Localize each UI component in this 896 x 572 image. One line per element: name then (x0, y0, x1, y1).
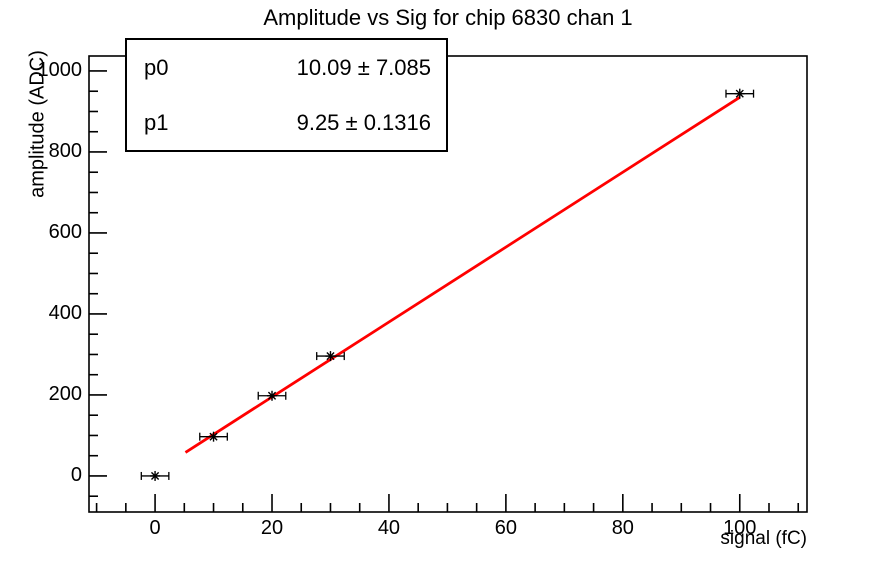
y-tick-label: 1000 (37, 58, 83, 81)
y-tick-label: 200 (48, 382, 82, 405)
x-tick-label: 60 (494, 517, 517, 539)
x-tick-label: 0 (149, 517, 161, 539)
y-tick-label: 600 (48, 220, 82, 243)
y-tick-label: 0 (70, 463, 82, 486)
stats-row-p1: p1 9.25 ± 0.1316 (127, 110, 446, 136)
stats-param-value-p1: 9.25 ± 0.1316 (296, 109, 431, 135)
stats-param-value-p0: 10.09 ± 7.085 (296, 54, 431, 80)
y-axis-title: amplitude (ADC) (26, 50, 49, 198)
stats-param-name-p1: p1 (144, 109, 169, 135)
stats-row-p0: p0 10.09 ± 7.085 (127, 55, 446, 81)
x-tick-label: 100 (723, 517, 757, 539)
chart-title: Amplitude vs Sig for chip 6830 chan 1 (263, 5, 633, 30)
x-tick-label: 20 (260, 517, 284, 539)
x-tick-label: 80 (611, 517, 634, 539)
fit-stats-box: p0 10.09 ± 7.085 p1 9.25 ± 0.1316 (125, 38, 448, 152)
x-axis-title: signal (fC) (720, 528, 807, 549)
stats-param-name-p0: p0 (144, 54, 169, 80)
y-tick-label: 400 (48, 301, 82, 324)
y-tick-label: 800 (48, 139, 82, 162)
x-tick-label: 40 (377, 517, 401, 539)
